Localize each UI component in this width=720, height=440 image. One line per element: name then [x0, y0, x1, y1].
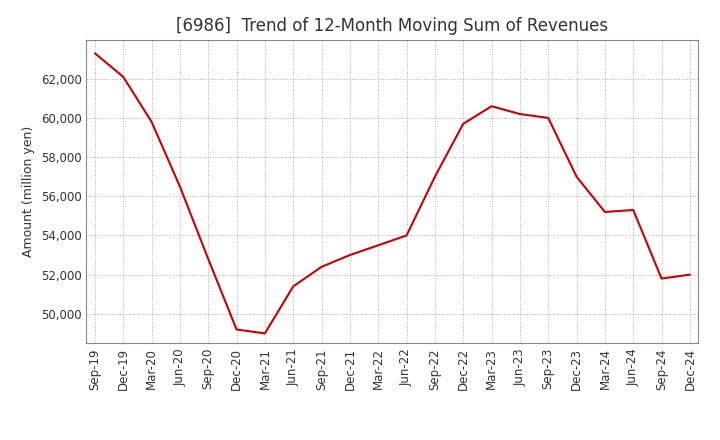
Y-axis label: Amount (million yen): Amount (million yen)	[22, 126, 35, 257]
Title: [6986]  Trend of 12-Month Moving Sum of Revenues: [6986] Trend of 12-Month Moving Sum of R…	[176, 17, 608, 35]
